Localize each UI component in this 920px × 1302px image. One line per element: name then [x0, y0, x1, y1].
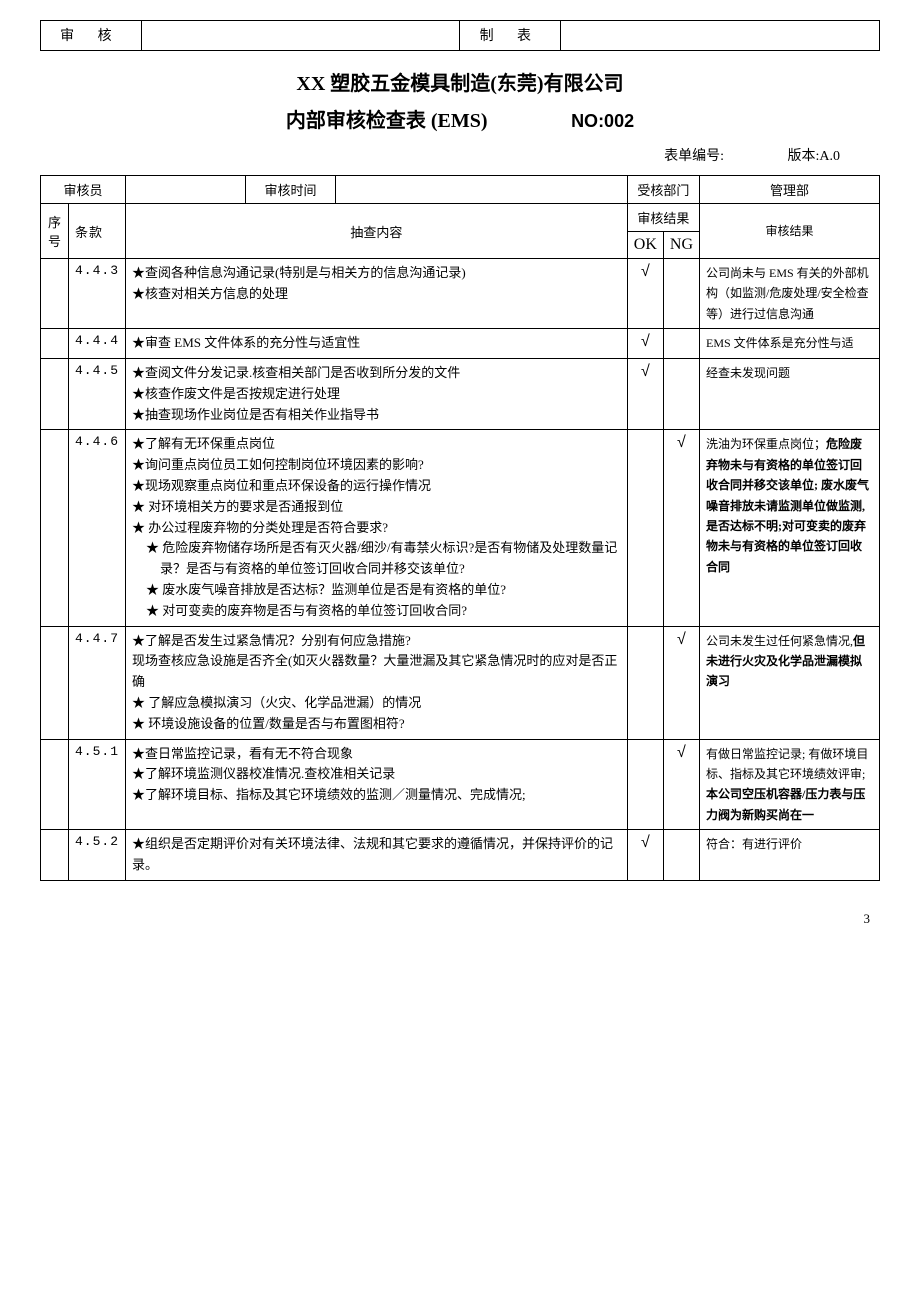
cell-ok	[627, 430, 663, 626]
hdr-time-label: 审核时间	[246, 176, 336, 204]
title-row: 内部审核检查表 (EMS) NO:002	[40, 104, 880, 133]
approval-table: 审 核 制 表	[40, 20, 880, 51]
table-row: 4.5.1★查日常监控记录，看有无不符合现象★了解环境监测仪器校准情况.查校准相…	[41, 739, 880, 830]
hdr-result-group: 审核结果	[627, 204, 699, 232]
cell-ok: √	[627, 830, 663, 881]
doc-no: NO:002	[571, 111, 634, 132]
hdr-clause: 条款	[69, 204, 126, 259]
cell-content: ★查日常监控记录，看有无不符合现象★了解环境监测仪器校准情况.查校准相关记录★了…	[126, 739, 628, 830]
cell-ok	[627, 739, 663, 830]
cell-clause: 4.5.1	[69, 739, 126, 830]
cell-result: 经查未发现问题	[700, 358, 880, 429]
cell-result: 有做日常监控记录; 有做环境目标、指标及其它环境绩效评审;本公司空压机容器/压力…	[700, 739, 880, 830]
cell-result: EMS 文件体系是充分性与适	[700, 329, 880, 359]
hdr-content: 抽查内容	[126, 204, 628, 259]
doc-title: 内部审核检查表 (EMS)	[286, 104, 488, 133]
hdr-time-val	[336, 176, 628, 204]
hdr-result: 审核结果	[700, 204, 880, 259]
table-row: 4.4.7★了解是否发生过紧急情况？分别有何应急措施?现场查核应急设施是否齐全(…	[41, 626, 880, 739]
cell-content: ★审查 EMS 文件体系的充分性与适宜性	[126, 329, 628, 359]
cell-content: ★查阅文件分发记录.核查相关部门是否收到所分发的文件★核查作废文件是否按规定进行…	[126, 358, 628, 429]
cell-seq	[41, 626, 69, 739]
table-row: 4.4.6★了解有无环保重点岗位★询问重点岗位员工如何控制岗位环境因素的影响?★…	[41, 430, 880, 626]
cell-clause: 4.4.7	[69, 626, 126, 739]
hdr-auditor-val	[126, 176, 246, 204]
hdr-ng: NG	[663, 232, 699, 259]
hdr-seq: 序号	[41, 204, 69, 259]
table-row: 4.4.4★审查 EMS 文件体系的充分性与适宜性√ EMS 文件体系是充分性与适	[41, 329, 880, 359]
cell-ok: √	[627, 259, 663, 329]
hdr-dept-val: 管理部	[700, 176, 880, 204]
hdr-dept-label: 受核部门	[627, 176, 699, 204]
form-no-label: 表单编号:	[664, 145, 724, 165]
cell-clause: 4.4.6	[69, 430, 126, 626]
cell-content: ★组织是否定期评价对有关环境法律、法规和其它要求的遵循情况，并保持评价的记录。	[126, 830, 628, 881]
cell-result: 符合：有进行评价	[700, 830, 880, 881]
cell-clause: 4.4.3	[69, 259, 126, 329]
cell-clause: 4.4.4	[69, 329, 126, 359]
cell-ng: √	[663, 739, 699, 830]
company-title: XX 塑胶五金模具制造(东莞)有限公司	[40, 67, 880, 96]
cell-ng	[663, 358, 699, 429]
hdr-ok: OK	[627, 232, 663, 259]
version-label: 版本:A.0	[788, 149, 841, 164]
cell-ng: √	[663, 430, 699, 626]
top-make-value	[561, 21, 880, 51]
cell-ng: √	[663, 626, 699, 739]
top-audit-value	[141, 21, 460, 51]
cell-result: 公司尚未与 EMS 有关的外部机构（如监测/危废处理/安全检查等）进行过信息沟通	[700, 259, 880, 329]
cell-ok	[627, 626, 663, 739]
cell-clause: 4.4.5	[69, 358, 126, 429]
cell-clause: 4.5.2	[69, 830, 126, 881]
cell-seq	[41, 830, 69, 881]
cell-seq	[41, 358, 69, 429]
top-audit-label: 审 核	[41, 21, 142, 51]
hdr-auditor: 审核员	[41, 176, 126, 204]
cell-ok: √	[627, 358, 663, 429]
cell-ng	[663, 830, 699, 881]
table-row: 4.5.2★组织是否定期评价对有关环境法律、法规和其它要求的遵循情况，并保持评价…	[41, 830, 880, 881]
meta-row: 表单编号: 版本:A.0	[40, 145, 840, 165]
top-make-label: 制 表	[460, 21, 561, 51]
cell-seq	[41, 259, 69, 329]
cell-content: ★了解有无环保重点岗位★询问重点岗位员工如何控制岗位环境因素的影响?★现场观察重…	[126, 430, 628, 626]
page-number: 3	[40, 911, 880, 927]
cell-ng	[663, 259, 699, 329]
cell-content: ★了解是否发生过紧急情况？分别有何应急措施?现场查核应急设施是否齐全(如灭火器数…	[126, 626, 628, 739]
cell-ok: √	[627, 329, 663, 359]
cell-result: 洗油为环保重点岗位；危险废弃物未与有资格的单位签订回收合同并移交该单位; 废水废…	[700, 430, 880, 626]
cell-ng	[663, 329, 699, 359]
table-row: 4.4.5★查阅文件分发记录.核查相关部门是否收到所分发的文件★核查作废文件是否…	[41, 358, 880, 429]
table-row: 4.4.3★查阅各种信息沟通记录(特别是与相关方的信息沟通记录)★核查对相关方信…	[41, 259, 880, 329]
cell-seq	[41, 430, 69, 626]
cell-seq	[41, 329, 69, 359]
cell-content: ★查阅各种信息沟通记录(特别是与相关方的信息沟通记录)★核查对相关方信息的处理	[126, 259, 628, 329]
cell-seq	[41, 739, 69, 830]
cell-result: 公司未发生过任何紧急情况,但未进行火灾及化学品泄漏模拟演习	[700, 626, 880, 739]
main-table: 审核员 审核时间 受核部门 管理部 序号 条款 抽查内容 审核结果 审核结果 O…	[40, 175, 880, 881]
